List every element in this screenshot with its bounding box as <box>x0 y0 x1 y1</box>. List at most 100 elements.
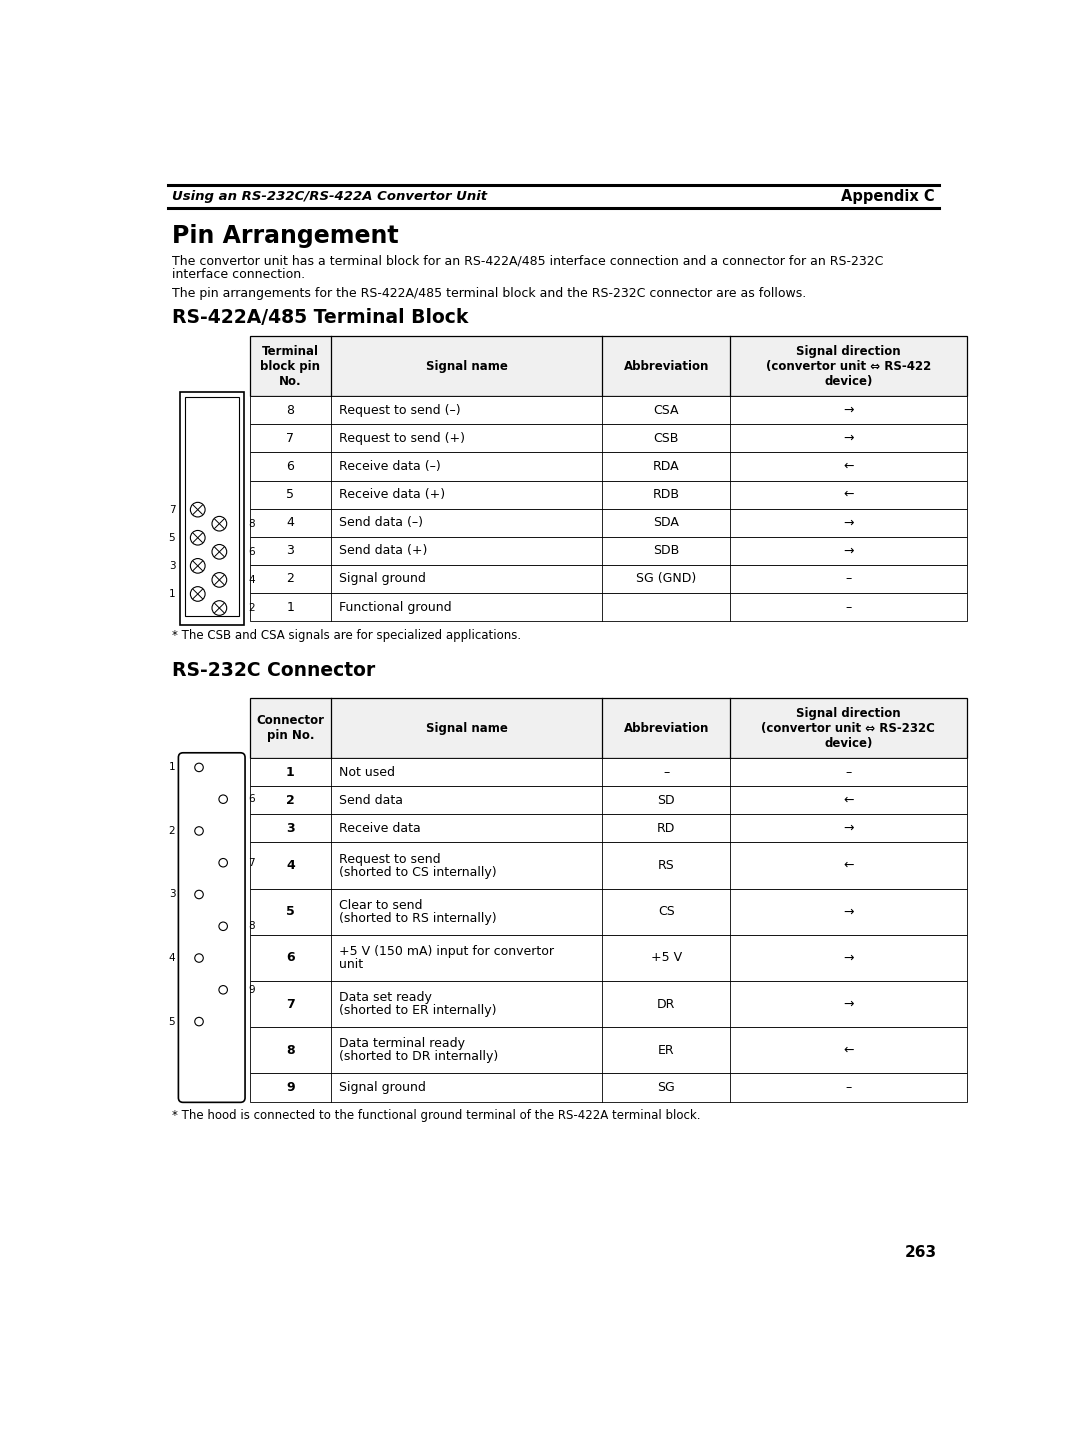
Text: Connector
pin No.: Connector pin No. <box>256 715 324 742</box>
Text: →: → <box>843 905 853 918</box>
Text: Signal direction
(convertor unit ⇔ RS-422
device): Signal direction (convertor unit ⇔ RS-42… <box>766 344 931 387</box>
Text: Receive data (+): Receive data (+) <box>339 488 445 501</box>
Text: RDA: RDA <box>653 461 679 474</box>
Text: 3: 3 <box>168 890 175 900</box>
Text: Terminal
block pin
No.: Terminal block pin No. <box>260 344 321 387</box>
Text: (shorted to RS internally): (shorted to RS internally) <box>339 911 497 924</box>
Text: 9: 9 <box>248 984 255 994</box>
Text: –: – <box>846 1081 851 1093</box>
Text: CSA: CSA <box>653 403 679 416</box>
Circle shape <box>194 1017 203 1026</box>
Text: 1: 1 <box>286 766 295 779</box>
Text: SD: SD <box>658 794 675 806</box>
Text: ←: ← <box>843 860 853 872</box>
Text: SDB: SDB <box>653 544 679 557</box>
Text: →: → <box>843 432 853 445</box>
Text: RS: RS <box>658 860 675 872</box>
Circle shape <box>190 531 205 545</box>
Circle shape <box>219 986 228 994</box>
Bar <box>249 697 967 758</box>
Text: 3: 3 <box>168 561 175 571</box>
Text: Not used: Not used <box>339 766 395 779</box>
Text: RD: RD <box>657 822 675 835</box>
Text: 5: 5 <box>286 905 295 918</box>
Text: –: – <box>846 573 851 585</box>
Text: 1: 1 <box>168 588 175 598</box>
Text: (shorted to CS internally): (shorted to CS internally) <box>339 865 497 878</box>
Text: –: – <box>846 601 851 614</box>
Text: 5: 5 <box>168 1016 175 1026</box>
Bar <box>185 397 239 616</box>
Bar <box>249 508 967 537</box>
Bar <box>249 1073 967 1102</box>
Text: Request to send: Request to send <box>339 852 441 865</box>
Text: –: – <box>663 766 670 779</box>
Circle shape <box>194 954 203 963</box>
Circle shape <box>190 558 205 573</box>
Text: interface connection.: interface connection. <box>172 268 306 281</box>
Text: Using an RS-232C/RS-422A Convertor Unit: Using an RS-232C/RS-422A Convertor Unit <box>172 191 487 204</box>
Text: 4: 4 <box>168 953 175 963</box>
Bar <box>249 593 967 621</box>
Circle shape <box>194 827 203 835</box>
Text: 8: 8 <box>248 518 255 528</box>
Text: Data set ready: Data set ready <box>339 992 432 1004</box>
Text: →: → <box>843 951 853 964</box>
Bar <box>249 815 967 842</box>
Text: Pin Arrangement: Pin Arrangement <box>172 224 399 248</box>
Text: ←: ← <box>843 488 853 501</box>
Circle shape <box>194 890 203 898</box>
Text: CSB: CSB <box>653 432 679 445</box>
Text: 4: 4 <box>286 860 295 872</box>
Text: (shorted to DR internally): (shorted to DR internally) <box>339 1050 498 1063</box>
Text: Signal ground: Signal ground <box>339 1081 426 1093</box>
Text: Signal name: Signal name <box>426 360 508 373</box>
Text: Receive data: Receive data <box>339 822 420 835</box>
Bar <box>249 336 967 396</box>
Text: →: → <box>843 517 853 530</box>
Text: Signal ground: Signal ground <box>339 573 426 585</box>
Bar <box>249 425 967 452</box>
Text: RS-422A/485 Terminal Block: RS-422A/485 Terminal Block <box>172 309 469 327</box>
Text: →: → <box>843 403 853 416</box>
Text: SDA: SDA <box>653 517 679 530</box>
Bar <box>249 565 967 593</box>
Text: 2: 2 <box>248 603 255 613</box>
Text: 6: 6 <box>286 461 295 474</box>
Text: 8: 8 <box>248 921 255 931</box>
Text: (shorted to ER internally): (shorted to ER internally) <box>339 1004 497 1017</box>
Text: Abbreviation: Abbreviation <box>623 722 708 735</box>
Text: Appendix C: Appendix C <box>841 189 935 204</box>
Text: Abbreviation: Abbreviation <box>623 360 708 373</box>
Bar <box>249 888 967 934</box>
Bar <box>249 758 967 786</box>
Text: 4: 4 <box>286 517 295 530</box>
Text: 9: 9 <box>286 1081 295 1093</box>
Bar <box>249 481 967 508</box>
Text: Receive data (–): Receive data (–) <box>339 461 441 474</box>
Circle shape <box>219 923 228 930</box>
Text: 2: 2 <box>286 794 295 806</box>
Text: –: – <box>846 766 851 779</box>
Text: 5: 5 <box>168 532 175 542</box>
Text: 3: 3 <box>286 544 295 557</box>
Text: →: → <box>843 997 853 1010</box>
Bar <box>249 842 967 888</box>
Text: 7: 7 <box>248 858 255 868</box>
Bar <box>180 392 243 626</box>
Text: SG: SG <box>658 1081 675 1093</box>
Bar <box>249 934 967 982</box>
Text: * The hood is connected to the functional ground terminal of the RS-422A termina: * The hood is connected to the functiona… <box>172 1109 701 1122</box>
Circle shape <box>212 544 227 560</box>
Text: RDB: RDB <box>652 488 679 501</box>
Circle shape <box>190 587 205 601</box>
Text: 4: 4 <box>248 575 255 585</box>
Circle shape <box>212 573 227 587</box>
Text: Send data (–): Send data (–) <box>339 517 423 530</box>
Bar <box>249 452 967 481</box>
Circle shape <box>219 858 228 867</box>
Text: RS-232C Connector: RS-232C Connector <box>172 662 376 680</box>
Bar <box>249 537 967 565</box>
Text: DR: DR <box>657 997 675 1010</box>
Text: →: → <box>843 822 853 835</box>
